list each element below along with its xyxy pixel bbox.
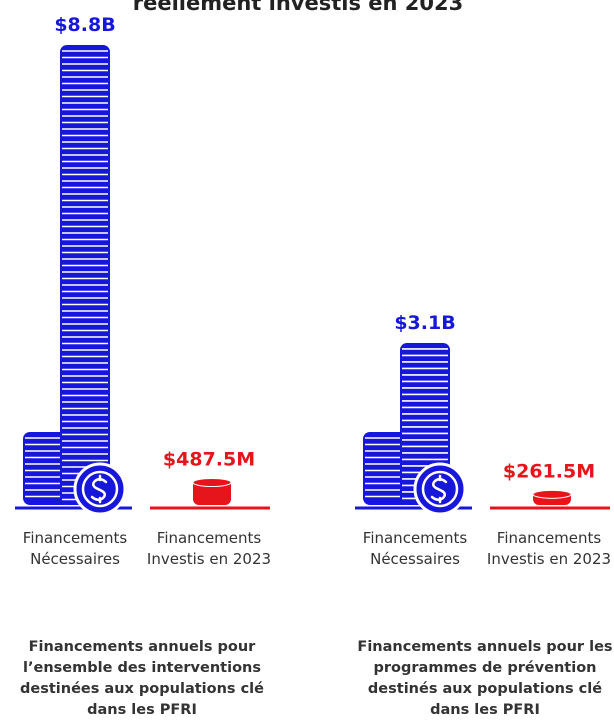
dollar-coin: [413, 462, 467, 516]
coin-stack: [532, 489, 572, 505]
dollar-glyph: [430, 474, 448, 504]
coin-stack: [60, 45, 110, 505]
chart-title: réellement investis en 2023: [133, 0, 463, 15]
coin-ring: [81, 470, 119, 508]
stack-body: [60, 45, 110, 505]
coin-top: [192, 478, 232, 488]
caption: Financements annuels pour les programmes…: [357, 639, 613, 718]
value-label: $3.1B: [394, 312, 455, 334]
caption: Financements annuels pour l’ensemble des…: [20, 639, 264, 718]
coin-top: [532, 489, 572, 499]
coin-stack: [192, 478, 232, 505]
value-label: $261.5M: [503, 460, 595, 482]
dollar-glyph: [90, 474, 108, 504]
category-label: Financements Nécessaires: [362, 529, 468, 568]
category-label: Financements Nécessaires: [22, 529, 128, 568]
category-label: Financements Investis en 2023: [146, 529, 272, 568]
coin-ring: [421, 470, 459, 508]
value-label: $487.5M: [163, 449, 255, 471]
dollar-coin: [73, 462, 127, 516]
category-label: Financements Investis en 2023: [486, 529, 612, 568]
value-label: $8.8B: [54, 14, 115, 36]
